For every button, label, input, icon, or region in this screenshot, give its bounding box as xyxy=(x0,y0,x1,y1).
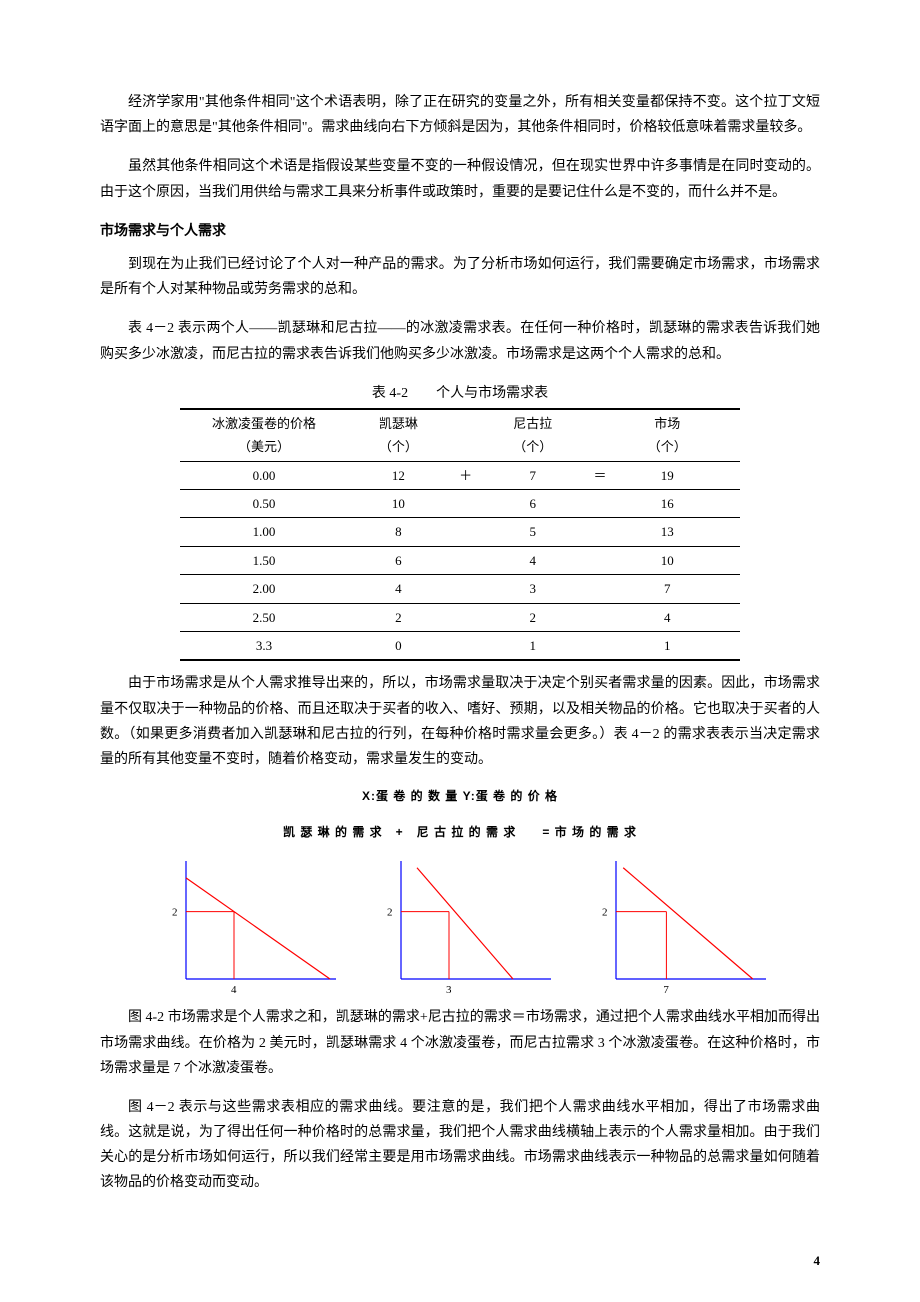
demand-chart: 24 xyxy=(150,851,340,1001)
table-row: 3.3011 xyxy=(180,632,740,661)
chart-axis-caption: X:蛋 卷 的 数 量 Y:蛋 卷 的 价 格 xyxy=(150,786,770,808)
svg-text:4: 4 xyxy=(231,984,237,996)
table-row: 1.506410 xyxy=(180,546,740,574)
chart-series-caption: 凯 瑟 琳 的 需 求 + 尼 古 拉 的 需 求 = 市 场 的 需 求 xyxy=(150,822,770,844)
table-row: 0.0012＋7＝19 xyxy=(180,461,740,489)
section-heading: 市场需求与个人需求 xyxy=(100,219,820,244)
svg-text:7: 7 xyxy=(663,984,669,996)
page-number: 4 xyxy=(814,1249,821,1272)
svg-text:2: 2 xyxy=(387,907,393,919)
demand-chart: 27 xyxy=(580,851,770,1001)
paragraph: 图 4－2 表示与这些需求表相应的需求曲线。要注意的是，我们把个人需求曲线水平相… xyxy=(100,1095,820,1196)
paragraph: 虽然其他条件相同这个术语是指假设某些变量不变的一种假设情况，但在现实世界中许多事… xyxy=(100,154,820,204)
paragraph: 由于市场需求是从个人需求推导出来的，所以，市场需求量取决于决定个别买者需求量的因… xyxy=(100,671,820,772)
table-row: 2.00437 xyxy=(180,575,740,603)
figure-caption: 图 4-2 市场需求是个人需求之和，凯瑟琳的需求+尼古拉的需求＝市场需求，通过把… xyxy=(100,1005,820,1081)
demand-table: 冰激凌蛋卷的价格凯瑟琳尼古拉市场（美元）（个）（个）（个）0.0012＋7＝19… xyxy=(180,408,740,662)
demand-chart: 23 xyxy=(365,851,555,1001)
table-caption: 表 4-2 个人与市场需求表 xyxy=(100,381,820,406)
charts-area: X:蛋 卷 的 数 量 Y:蛋 卷 的 价 格 凯 瑟 琳 的 需 求 + 尼 … xyxy=(150,786,770,1001)
svg-text:3: 3 xyxy=(446,984,452,996)
paragraph: 到现在为止我们已经讨论了个人对一种产品的需求。为了分析市场如何运行，我们需要确定… xyxy=(100,252,820,302)
table-row: 1.008513 xyxy=(180,518,740,546)
paragraph: 表 4－2 表示两个人——凯瑟琳和尼古拉——的冰激凌需求表。在任何一种价格时，凯… xyxy=(100,316,820,366)
table-row: 2.50224 xyxy=(180,603,740,631)
svg-text:2: 2 xyxy=(602,907,608,919)
svg-text:2: 2 xyxy=(172,907,178,919)
paragraph: 经济学家用"其他条件相同"这个术语表明，除了正在研究的变量之外，所有相关变量都保… xyxy=(100,90,820,140)
table-row: 0.5010616 xyxy=(180,490,740,518)
